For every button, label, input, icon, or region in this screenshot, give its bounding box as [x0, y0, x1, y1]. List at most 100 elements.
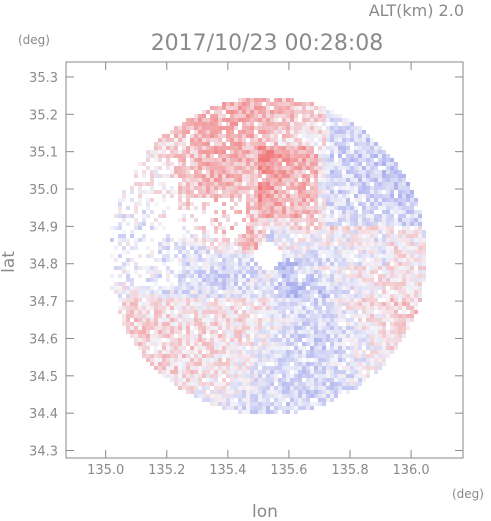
radar-cell — [274, 186, 278, 190]
radar-cell — [194, 166, 198, 170]
radar-cell — [298, 102, 302, 106]
radar-cell — [342, 270, 346, 274]
radar-cell — [282, 126, 286, 130]
radar-cell — [194, 290, 198, 294]
radar-cell — [298, 402, 302, 406]
radar-cell — [378, 214, 382, 218]
radar-cell — [334, 274, 338, 278]
radar-cell — [138, 302, 142, 306]
radar-cell — [382, 154, 386, 158]
radar-cell — [222, 354, 226, 358]
radar-cell — [258, 274, 262, 278]
radar-cell — [146, 322, 150, 326]
radar-cell — [234, 298, 238, 302]
radar-cell — [178, 246, 182, 250]
radar-cell — [298, 210, 302, 214]
radar-cell — [162, 366, 166, 370]
radar-cell — [282, 366, 286, 370]
radar-cell — [374, 222, 378, 226]
radar-cell — [390, 166, 394, 170]
radar-cell — [326, 262, 330, 266]
radar-cell — [330, 142, 334, 146]
radar-cell — [406, 198, 410, 202]
radar-cell — [246, 150, 250, 154]
radar-cell — [294, 302, 298, 306]
radar-cell — [234, 406, 238, 410]
radar-cell — [314, 298, 318, 302]
radar-cell — [126, 278, 130, 282]
radar-cell — [206, 266, 210, 270]
radar-cell — [410, 210, 414, 214]
radar-cell — [410, 198, 414, 202]
radar-cell — [282, 202, 286, 206]
radar-cell — [238, 306, 242, 310]
radar-cell — [134, 306, 138, 310]
radar-cell — [138, 202, 142, 206]
radar-cell — [410, 190, 414, 194]
radar-cell — [366, 158, 370, 162]
radar-cell — [274, 334, 278, 338]
radar-cell — [366, 186, 370, 190]
radar-cell — [390, 302, 394, 306]
radar-cell — [270, 230, 274, 234]
radar-cell — [338, 326, 342, 330]
radar-cell — [250, 130, 254, 134]
radar-cell — [290, 274, 294, 278]
y-tick-label: 35.0 — [29, 183, 58, 198]
radar-cell — [358, 190, 362, 194]
radar-cell — [402, 186, 406, 190]
radar-cell — [342, 134, 346, 138]
radar-cell — [314, 378, 318, 382]
radar-cell — [398, 282, 402, 286]
radar-cell — [146, 158, 150, 162]
radar-cell — [270, 146, 274, 150]
radar-cell — [158, 302, 162, 306]
radar-cell — [198, 246, 202, 250]
radar-cell — [382, 326, 386, 330]
radar-cell — [110, 238, 114, 242]
radar-cell — [318, 278, 322, 282]
radar-cell — [326, 390, 330, 394]
radar-cell — [310, 318, 314, 322]
radar-cell — [330, 206, 334, 210]
radar-cell — [262, 162, 266, 166]
radar-cell — [390, 330, 394, 334]
radar-cell — [142, 346, 146, 350]
radar-cell — [298, 198, 302, 202]
radar-cell — [214, 342, 218, 346]
radar-cell — [202, 194, 206, 198]
radar-cell — [198, 150, 202, 154]
radar-cell — [274, 342, 278, 346]
radar-cell — [278, 398, 282, 402]
radar-cell — [266, 290, 270, 294]
radar-cell — [274, 110, 278, 114]
radar-cell — [310, 214, 314, 218]
radar-cell — [250, 138, 254, 142]
radar-cell — [322, 246, 326, 250]
radar-cell — [338, 274, 342, 278]
radar-cell — [234, 318, 238, 322]
radar-cell — [370, 282, 374, 286]
radar-cell — [270, 214, 274, 218]
radar-cell — [378, 146, 382, 150]
radar-cell — [190, 358, 194, 362]
radar-cell — [174, 242, 178, 246]
radar-cell — [190, 302, 194, 306]
radar-cell — [338, 338, 342, 342]
radar-cell — [214, 278, 218, 282]
radar-cell — [246, 278, 250, 282]
radar-cell — [198, 314, 202, 318]
radar-cell — [398, 262, 402, 266]
radar-cell — [298, 138, 302, 142]
radar-cell — [322, 166, 326, 170]
radar-cell — [214, 294, 218, 298]
radar-cell — [290, 382, 294, 386]
radar-cell — [226, 342, 230, 346]
radar-cell — [382, 294, 386, 298]
radar-cell — [202, 150, 206, 154]
radar-cell — [262, 230, 266, 234]
radar-cell — [198, 254, 202, 258]
radar-cell — [154, 298, 158, 302]
radar-cell — [410, 310, 414, 314]
radar-cell — [242, 302, 246, 306]
